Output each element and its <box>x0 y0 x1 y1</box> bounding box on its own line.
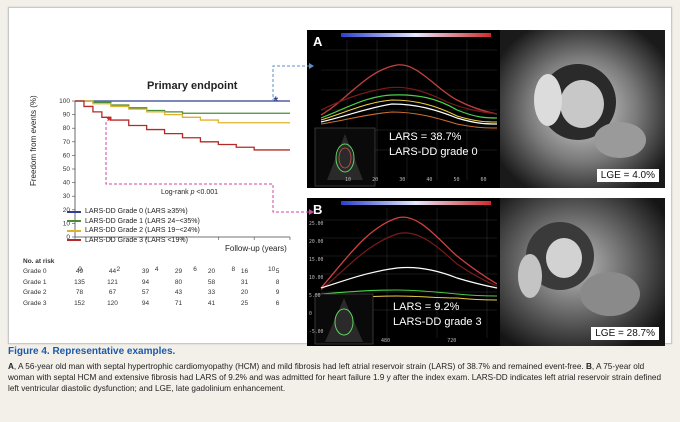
panel-a-strain-image: A 10 20 30 40 50 60 LARS = 38.7% LARS-DD … <box>307 30 500 188</box>
km-y-tick-label: 50 <box>63 166 71 173</box>
legend-item-grade-0: LARS-DD Grade 0 (LARS ≥35%) <box>67 207 200 217</box>
panel-b-lars-label: LARS = 9.2% LARS-DD grade 3 <box>393 301 482 328</box>
km-series-line-grade-1 <box>75 100 290 114</box>
km-series-line-grade-2 <box>75 100 290 124</box>
panel-a-lars-label: LARS = 38.7% LARS-DD grade 0 <box>389 131 478 158</box>
km-legend: LARS-DD Grade 0 (LARS ≥35%) LARS-DD Grad… <box>67 207 200 245</box>
caption-body: A, A 56-year old man with septal hypertr… <box>8 362 662 394</box>
risk-row-grade-3: Grade 3 152 120 94 71 41 25 6 <box>23 299 280 307</box>
panel-b-mri-image: LGE = 28.7% <box>500 198 665 346</box>
risk-table-time-label: 8 <box>232 266 236 273</box>
risk-table-time-label: 6 <box>193 266 197 273</box>
panel-a-mri-image: LGE = 4.0% <box>500 30 665 188</box>
risk-row-grade-0: Grade 0 49 44 39 29 20 16 5 <box>23 268 280 276</box>
km-y-tick-label: 40 <box>63 180 71 187</box>
logrank-text: Log-rank p <0.001 <box>161 189 219 196</box>
risk-row-grade-2: Grade 2 78 67 57 43 33 20 9 <box>23 289 280 297</box>
panel-a-strain-axis: 10 20 30 40 50 60 <box>345 177 487 183</box>
risk-table-time-label: 2 <box>117 266 121 273</box>
km-y-tick-label: 0 <box>66 234 70 241</box>
km-y-tick-label: 20 <box>63 207 71 214</box>
km-y-tick-label: 70 <box>63 139 71 146</box>
km-chart: 1009080706050403020100024681012** <box>59 94 314 273</box>
panel-b-x-ticks: 480 720 960 <box>381 338 457 344</box>
risk-table-header: No. at risk <box>23 257 55 265</box>
panel-b-letter: B <box>313 202 323 217</box>
km-y-tick-label: 90 <box>63 112 71 119</box>
legend-item-grade-3: LARS-DD Grade 3 (LARS <19%) <box>67 236 200 246</box>
km-marker-grade-3: * <box>107 114 112 128</box>
risk-row-grade-1: Grade 1 135 121 94 80 58 31 8 <box>23 278 280 286</box>
legend-item-grade-1: LARS-DD Grade 1 (LARS 24−<35%) <box>67 217 200 227</box>
panel-a-lge-label: LGE = 4.0% <box>596 169 659 182</box>
risk-table-time-label: 4 <box>155 266 159 273</box>
legend-item-grade-2: LARS-DD Grade 2 (LARS 19−<24%) <box>67 226 200 236</box>
figure-card: Primary endpoint Freedom from events (%)… <box>8 7 672 346</box>
km-y-tick-label: 60 <box>63 152 71 159</box>
km-chart-title: Primary endpoint <box>147 80 238 92</box>
panel-b-y-ticks: 25.00 20.00 15.00 10.00 5.00 0 -5.00 <box>309 222 324 335</box>
risk-table-time-label: 0 <box>78 266 82 273</box>
panel-a-letter: A <box>313 34 323 49</box>
caption-heading: Figure 4. Representative examples. <box>8 346 176 357</box>
km-marker-grade-0: * <box>273 94 278 108</box>
panel-b-lge-label: LGE = 28.7% <box>591 327 659 340</box>
panel-b-strain-image: B 25.00 20.00 15.00 10.00 5.00 0 -5.00 480 720… <box>307 198 500 346</box>
km-y-tick-label: 100 <box>59 98 70 105</box>
risk-table-time-label: 10 <box>268 266 276 273</box>
km-y-tick-label: 10 <box>63 220 71 227</box>
risk-table: No. at risk Grade 0 49 44 39 29 20 16 5 Grade 1… <box>23 256 294 309</box>
km-y-tick-label: 30 <box>63 193 71 200</box>
km-x-axis-label: Follow-up (years) <box>225 244 287 253</box>
km-y-tick-label: 80 <box>63 125 71 132</box>
